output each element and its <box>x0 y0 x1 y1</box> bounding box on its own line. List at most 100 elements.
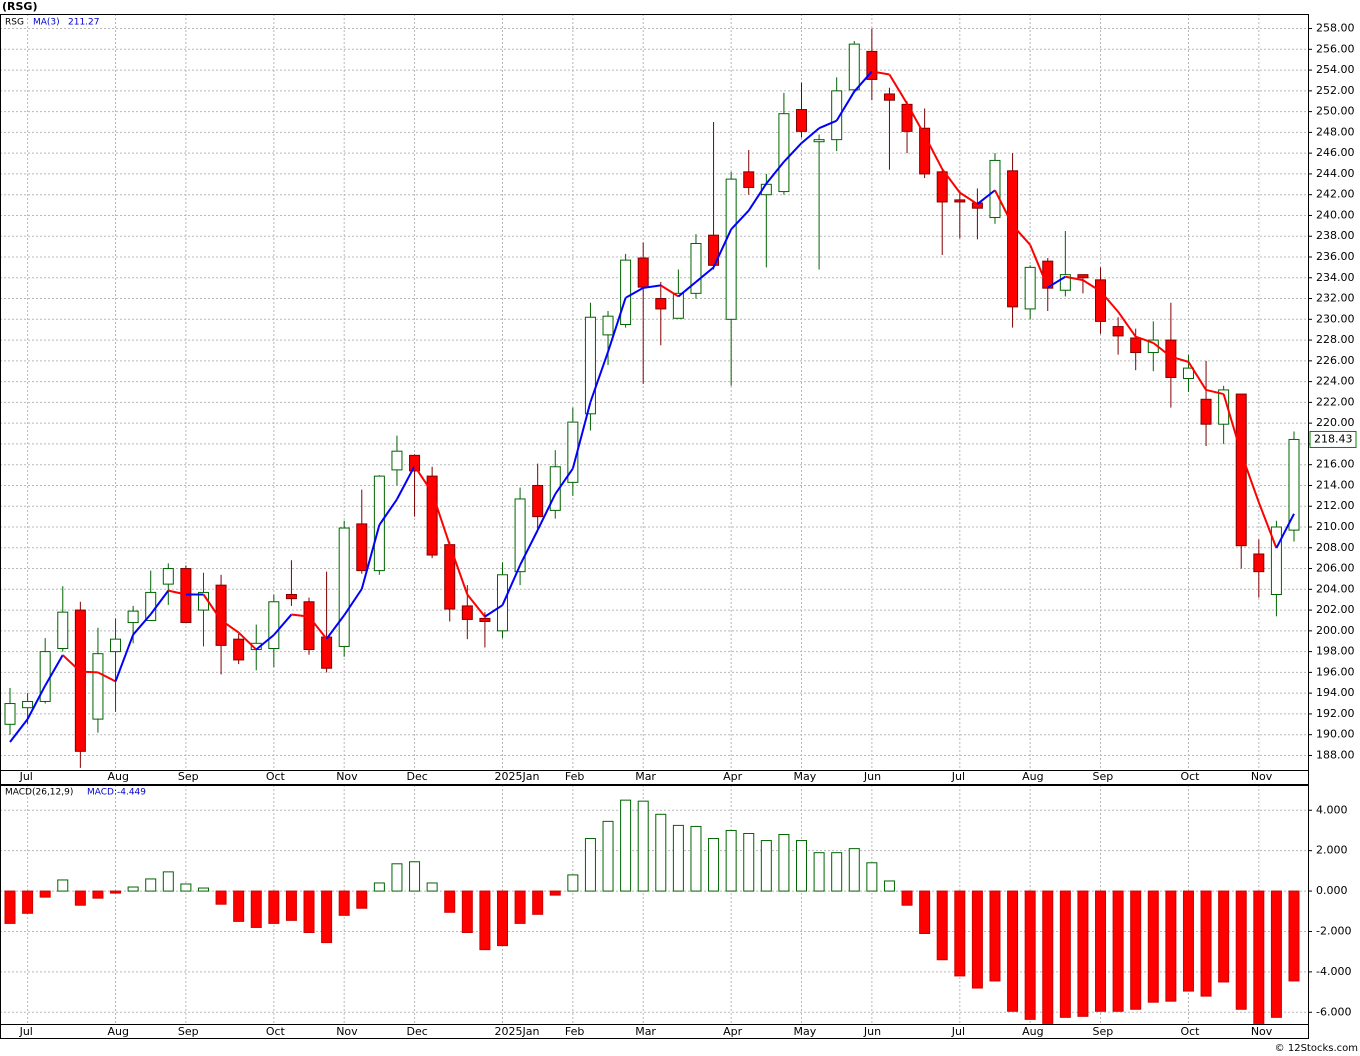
ma-segment <box>607 297 627 353</box>
candle-body <box>919 127 931 175</box>
candle-body <box>145 591 157 621</box>
candle-body <box>532 484 544 518</box>
ma-segment <box>273 613 293 636</box>
ma-segment <box>168 589 187 596</box>
ma-last-value: 211.27 <box>68 18 100 28</box>
macd-bar <box>883 880 895 892</box>
macd-bar <box>268 890 280 924</box>
macd-bar <box>338 890 350 916</box>
ma-segment <box>396 465 416 500</box>
macd-bar <box>743 832 755 892</box>
ma-segment <box>959 191 978 205</box>
candle-body <box>1077 274 1089 279</box>
y-tick-label: 190.00 <box>1316 728 1355 741</box>
macd-bar <box>655 813 667 892</box>
macd-bar <box>584 838 596 892</box>
y-tick-label: 238.00 <box>1316 229 1355 242</box>
y-tick-label: 0.000 <box>1316 884 1348 897</box>
ma-segment <box>484 604 504 618</box>
ma-segment <box>800 127 820 144</box>
ma-segment <box>1187 361 1207 391</box>
candle-body <box>22 700 34 709</box>
macd-bar <box>532 890 544 915</box>
macd-bar <box>409 861 421 892</box>
ma-segment <box>871 70 890 76</box>
y-tick-label: 192.00 <box>1316 707 1355 720</box>
x-tick-label: May <box>794 1025 817 1038</box>
x-tick-label: Oct <box>266 1025 286 1038</box>
candle-body <box>1235 393 1247 547</box>
candle-body <box>110 638 122 653</box>
macd-bar <box>373 882 385 892</box>
candle-body <box>268 601 280 649</box>
ma-segment <box>44 654 64 687</box>
candle-body <box>989 159 1001 219</box>
candle-body <box>1130 337 1142 354</box>
ma-segment <box>255 634 275 651</box>
y-tick-label: 212.00 <box>1316 499 1355 512</box>
macd-bar <box>127 886 139 892</box>
ma-segment <box>994 189 1014 226</box>
x-tick-label: Nov <box>1251 1025 1273 1038</box>
candle-body <box>1218 389 1230 425</box>
ma-segment <box>853 70 873 93</box>
ma-segment <box>1029 244 1049 288</box>
candle-body <box>1182 367 1194 380</box>
ma-segment <box>976 189 996 205</box>
macd-title: MACD(26,12,9) <box>5 788 73 798</box>
x-tick-label: Nov <box>1251 770 1273 783</box>
ma-segment <box>413 465 433 493</box>
x-tick-label: Jul <box>951 770 965 783</box>
macd-bar <box>672 824 684 892</box>
candle-body <box>1200 398 1212 425</box>
macd-bar <box>549 890 561 896</box>
ma-segment <box>1011 224 1031 246</box>
y-tick-label: -4.000 <box>1316 965 1351 978</box>
y-tick-label: 244.00 <box>1316 167 1355 180</box>
macd-bar <box>778 833 790 892</box>
ma-segment <box>1152 342 1172 358</box>
ma-segment <box>589 351 609 403</box>
candle-body <box>813 139 825 143</box>
ma-segment <box>906 103 926 136</box>
y-tick-label: 256.00 <box>1316 42 1355 55</box>
x-tick-label: Sep <box>1093 770 1114 783</box>
x-tick-label: Dec <box>407 1025 428 1038</box>
ma-segment <box>448 544 469 595</box>
macd-bar <box>180 883 192 892</box>
ma-legend: MA(3) <box>33 18 60 28</box>
x-tick-label: Mar <box>635 1025 656 1038</box>
ma-segment <box>783 142 803 163</box>
ma-segment <box>149 590 170 615</box>
ma-segment <box>132 613 152 636</box>
y-tick-label: 194.00 <box>1316 686 1355 699</box>
candle-body <box>936 171 948 203</box>
macd-last-value: -4.449 <box>117 788 146 798</box>
x-tick-label: Apr <box>723 770 743 783</box>
macd-bar <box>162 871 174 892</box>
ma-segment <box>97 671 116 683</box>
ma-segment <box>26 685 47 720</box>
candle-body <box>180 568 192 624</box>
macd-bar <box>145 878 157 892</box>
x-tick-label: Aug <box>108 1025 129 1038</box>
x-tick-label: Apr <box>723 1025 743 1038</box>
ma-segment <box>1117 311 1137 338</box>
x-tick-label: Dec <box>407 770 428 783</box>
ma-segment <box>765 161 785 185</box>
macd-bar <box>39 890 51 898</box>
macd-bar <box>1165 890 1177 1002</box>
macd-bar <box>690 825 702 892</box>
macd-bar <box>1095 890 1107 1012</box>
ma-segment <box>923 134 944 170</box>
y-tick-label: 214.00 <box>1316 478 1355 491</box>
macd-bar <box>1007 890 1019 1012</box>
ma-segment <box>519 529 539 566</box>
ma-segment <box>343 588 363 616</box>
macd-bar <box>725 829 737 892</box>
macd-bar <box>1059 890 1071 1018</box>
y-tick-label: 4.000 <box>1316 803 1348 816</box>
macd-bar <box>321 890 333 944</box>
x-tick-label: Sep <box>178 1025 199 1038</box>
